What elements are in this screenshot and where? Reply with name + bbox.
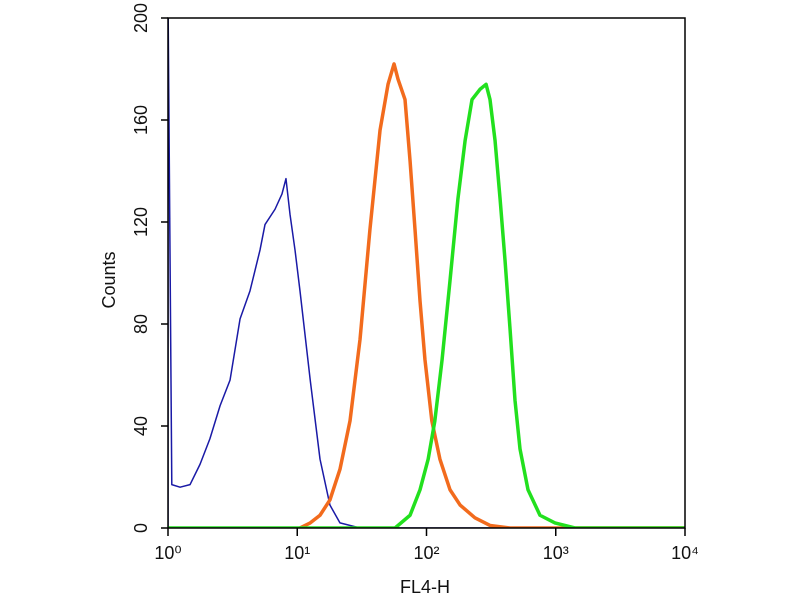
y-tick-label: 40 bbox=[131, 416, 151, 436]
plot-frame bbox=[167, 17, 686, 529]
y-tick-label: 200 bbox=[131, 3, 151, 33]
y-axis-label: Counts bbox=[99, 251, 119, 308]
x-tick-label: 10⁴ bbox=[671, 543, 699, 563]
histogram-line bbox=[299, 62, 685, 528]
x-tick-label: 10² bbox=[413, 543, 439, 563]
x-axis-label: FL4-H bbox=[400, 577, 450, 597]
x-tick-label: 10¹ bbox=[284, 543, 310, 563]
x-tick-label: 10³ bbox=[543, 543, 569, 563]
y-tick-label: 80 bbox=[131, 314, 151, 334]
y-tick-label: 160 bbox=[131, 105, 151, 135]
x-tick-label: 10⁰ bbox=[154, 543, 181, 563]
y-tick-label: 120 bbox=[131, 207, 151, 237]
histogram-line bbox=[168, 18, 685, 528]
y-tick-label: 0 bbox=[131, 523, 151, 533]
histogram-line bbox=[168, 82, 685, 528]
plot-area bbox=[168, 18, 685, 528]
